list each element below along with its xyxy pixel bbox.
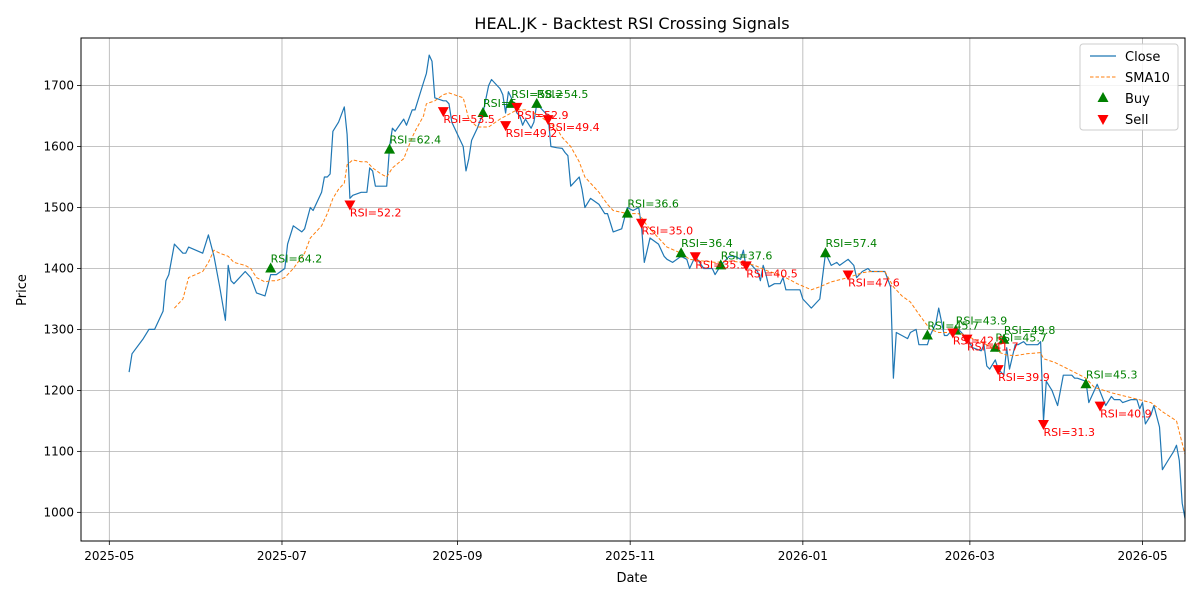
- sell-signal-label: RSI=52.2: [350, 206, 402, 219]
- legend-entry-label: Sell: [1125, 113, 1148, 128]
- sell-signal-label: RSI=49.4: [548, 121, 600, 134]
- grid-layer: [81, 38, 1185, 541]
- sell-signal-marker: [992, 365, 1004, 376]
- buy-signal-label: RSI=58.2: [511, 88, 563, 101]
- x-tick-label: 2025-09: [432, 549, 482, 563]
- sell-signal-label: RSI=41.7: [967, 341, 1019, 354]
- y-tick-label: 1500: [43, 200, 74, 214]
- x-axis-label: Date: [616, 571, 647, 586]
- buy-signal-marker: [675, 247, 687, 258]
- sell-signal-label: RSI=35.0: [641, 225, 693, 238]
- sell-signal-label: RSI=39.9: [998, 371, 1050, 384]
- chart-title: HEAL.JK - Backtest RSI Crossing Signals: [474, 14, 789, 33]
- x-tick-label: 2026-03: [945, 549, 995, 563]
- signal-layer: RSI=64.2RSI=62.4RSI=5RSI=58.2RSI=54.5RSI…: [265, 88, 1152, 439]
- sell-signal-marker: [689, 252, 701, 263]
- buy-signal-label: RSI=64.2: [271, 252, 323, 265]
- buy-signal-label: RSI=45.7: [995, 332, 1047, 345]
- buy-signal-label: RSI=62.4: [390, 134, 442, 147]
- y-tick-label: 1000: [43, 505, 74, 519]
- chart-legend: Close SMA10 Buy Sell: [1079, 43, 1179, 131]
- y-tick-label: 1200: [43, 383, 74, 397]
- sell-signal-label: RSI=40.5: [746, 267, 798, 280]
- buy-signal-label: RSI=57.4: [825, 237, 877, 250]
- y-tick-label: 1700: [43, 79, 74, 93]
- sell-signal-marker: [740, 261, 752, 272]
- sell-signal-marker: [842, 270, 854, 281]
- buy-signal-label: RSI=54.5: [537, 88, 589, 101]
- x-tick-label: 2025-11: [605, 549, 655, 563]
- sell-signal-label: RSI=35.9: [695, 258, 747, 271]
- buy-signal-label: RSI=36.6: [627, 198, 679, 211]
- sell-signal-marker: [511, 102, 523, 113]
- buy-signal-label: RSI=45.7: [927, 320, 979, 333]
- x-tick-label: 2026-01: [778, 549, 828, 563]
- y-axis-label: Price: [15, 274, 30, 306]
- series-close-line: [128, 54, 1186, 519]
- x-tick-label: 2026-05: [1117, 549, 1167, 563]
- sell-signal-label: RSI=40.9: [1100, 408, 1152, 421]
- buy-signal-marker: [998, 333, 1010, 344]
- x-tick-label: 2025-07: [257, 549, 307, 563]
- buy-signal-marker: [477, 106, 489, 117]
- sell-signal-label: RSI=49.2: [506, 127, 558, 140]
- buy-signal-marker: [265, 262, 277, 273]
- buy-signal-label: RSI=45.3: [1086, 368, 1138, 381]
- legend-entry-label: Close: [1125, 50, 1160, 65]
- buy-signal-label: RSI=36.4: [681, 237, 733, 250]
- sell-signal-label: RSI=52.9: [517, 109, 569, 122]
- sell-signal-marker: [500, 121, 512, 132]
- sell-signal-marker: [344, 200, 356, 211]
- buy-signal-label: RSI=43.9: [956, 315, 1008, 328]
- buy-signal-marker: [531, 97, 543, 108]
- legend-box: [1079, 43, 1179, 131]
- buy-signal-marker: [715, 259, 727, 270]
- buy-signal-marker: [921, 329, 933, 340]
- y-tick-label: 1300: [43, 322, 74, 336]
- y-tick-label: 1600: [43, 140, 74, 154]
- buy-signal-marker: [989, 341, 1001, 352]
- plot-frame: [80, 37, 1186, 542]
- buy-signal-marker: [384, 143, 396, 154]
- sell-signal-marker: [961, 334, 973, 345]
- x-tick-label: 2025-05: [84, 549, 134, 563]
- buy-signal-label: RSI=37.6: [721, 249, 773, 262]
- sell-signal-label: RSI=53.5: [443, 113, 495, 126]
- buy-signal-label: RSI=49.8: [1004, 324, 1056, 337]
- sell-signal-label: RSI=47.6: [848, 277, 900, 290]
- y-tick-label: 1400: [43, 261, 74, 275]
- legend-entry-label: SMA10: [1125, 71, 1170, 86]
- sell-signal-label: RSI=31.3: [1043, 426, 1095, 439]
- sell-signal-marker: [437, 107, 449, 118]
- sell-signal-marker: [542, 115, 554, 126]
- sell-signal-marker: [947, 328, 959, 339]
- sell-signal-marker: [1094, 401, 1106, 412]
- sell-signal-marker: [1037, 419, 1049, 430]
- buy-signal-marker: [819, 247, 831, 258]
- legend-entry-label: Buy: [1125, 92, 1150, 107]
- legend-sell-handle: [1097, 115, 1109, 125]
- y-tick-label: 1100: [43, 444, 74, 458]
- buy-signal-marker: [621, 207, 633, 218]
- buy-signal-marker: [1080, 378, 1092, 389]
- sell-signal-marker: [635, 218, 647, 229]
- legend-buy-handle: [1097, 92, 1109, 102]
- tick-layer: 2025-05 2025-07 2025-09 2025-11 2026-01 2026-…: [43, 79, 1167, 563]
